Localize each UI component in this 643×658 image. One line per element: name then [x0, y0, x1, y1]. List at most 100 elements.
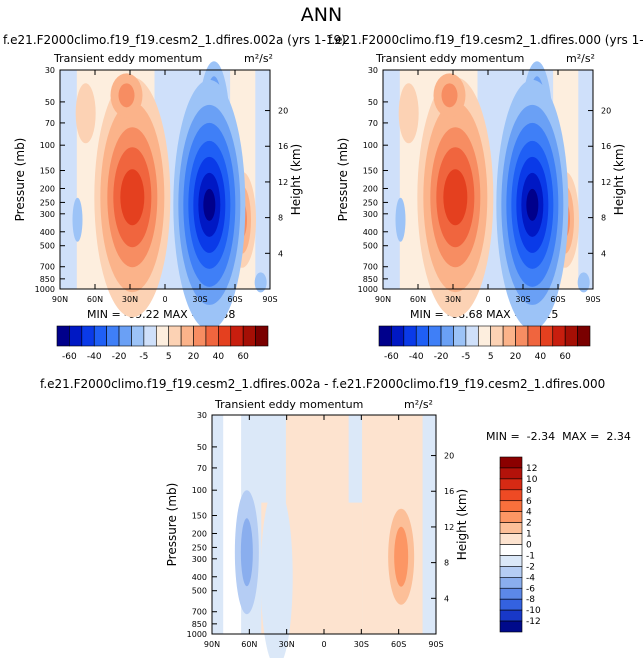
colorbar-top-left-swatch: [255, 325, 269, 347]
colorbar-top-left-swatch: [56, 325, 70, 347]
top-left-var-label: Transient eddy momentum: [54, 52, 203, 65]
bottom-ytick-label: 200: [192, 529, 207, 538]
top-left-contour-fill: [75, 83, 96, 144]
top-right-ytick-label: 100: [363, 141, 378, 150]
top-left-contour-fill: [60, 70, 77, 289]
bottom-ytick-label: 50: [197, 443, 207, 452]
colorbar-diff-label: 6: [526, 497, 532, 507]
colorbar-top-right-swatch: [378, 325, 392, 347]
top-right-contour-fill: [395, 197, 406, 242]
top-left-y2tick-label: 4: [278, 249, 283, 258]
colorbar-top-right-label: 5: [488, 352, 494, 362]
top-left-title: f.e21.F2000climo.f19_f19.cesm2_1.dfires.…: [3, 33, 346, 47]
top-right-ytick-label: 500: [363, 242, 378, 251]
top-right-xtick-label: 60N: [410, 295, 426, 304]
bottom-ylabel: Pressure (mb): [165, 483, 179, 567]
top-left-contour-fill: [254, 272, 267, 293]
colorbar-diff-swatch: [499, 500, 523, 512]
colorbar-top-right-swatch: [415, 325, 429, 347]
colorbar-top-right-swatch: [502, 325, 516, 347]
colorbar-top-left: -60 -40 -20 -5 5 20 40 60: [56, 325, 269, 362]
page-title: ANN: [300, 4, 343, 26]
colorbar-top-right-label: 40: [535, 352, 547, 362]
top-right-contour-fill: [443, 169, 468, 226]
top-left-ylabel: Pressure (mb): [13, 138, 27, 222]
top-right-ylabel: Pressure (mb): [336, 138, 350, 222]
top-left-contour-fill: [203, 188, 216, 221]
top-right-y2tick-label: 16: [601, 142, 611, 151]
colorbar-diff-swatch: [499, 478, 523, 491]
bottom-y2tick-label: 16: [444, 487, 454, 496]
top-left-xtick-label: 0: [162, 295, 167, 304]
colorbar-top-right-swatch: [552, 325, 566, 347]
colorbar-top-right-swatch: [577, 325, 591, 347]
top-right-contour-fill: [398, 83, 419, 144]
bottom-ytick-label: 850: [192, 620, 207, 629]
colorbar-top-left-label: 60: [237, 352, 249, 362]
top-right-contour-fill: [526, 188, 539, 221]
colorbar-diff-swatch: [499, 456, 523, 469]
colorbar-top-right-swatch: [564, 325, 578, 347]
top-left-ytick-label: 300: [40, 210, 55, 219]
colorbar-top-right-swatch: [453, 325, 467, 347]
top-left-ytick-label: 150: [40, 167, 55, 176]
colorbar-top-left-swatch: [193, 325, 207, 347]
bottom-ytick-label: 500: [192, 587, 207, 596]
colorbar-top-right-label: -5: [461, 352, 470, 362]
top-right-ytick-label: 400: [363, 228, 378, 237]
colorbar-diff-label: 4: [526, 508, 532, 518]
colorbar-top-right: -60 -40 -20 -5 5 20 40 60: [378, 325, 591, 362]
colorbar-top-left-label: -5: [139, 352, 148, 362]
bottom-xtick-label: 90S: [428, 640, 443, 649]
colorbar-top-left-label: -40: [87, 352, 102, 362]
colorbar-top-left-swatch: [205, 325, 219, 347]
top-right-ytick-label: 300: [363, 210, 378, 219]
top-left-contour-fill: [118, 83, 135, 108]
top-left-ytick-label: 400: [40, 228, 55, 237]
bottom-y2tick-label: 20: [444, 452, 454, 461]
top-right-y2tick-label: 4: [601, 249, 606, 258]
colorbar-diff-swatch: [499, 533, 523, 545]
colorbar-top-left-swatch: [118, 325, 132, 347]
colorbar-diff-label: 8: [526, 486, 532, 496]
top-left-ytick-label: 1000: [35, 285, 55, 294]
colorbar-diff-label: -4: [526, 573, 535, 583]
top-right-contour-fill: [383, 70, 400, 289]
bottom-units: m²/s²: [404, 398, 433, 411]
top-left-ytick-label: 70: [45, 119, 55, 128]
bottom-xtick-label: 60N: [241, 640, 257, 649]
colorbar-diff-label: 10: [526, 475, 538, 485]
colorbar-top-left-label: -20: [112, 352, 127, 362]
top-left-plot-area: [60, 61, 270, 330]
colorbar-top-right-label: 20: [510, 352, 522, 362]
top-left-contour-fill: [120, 169, 145, 226]
colorbar-diff-swatch: [499, 577, 523, 589]
top-right-plot-area: [383, 61, 593, 330]
bottom-contour-fill: [260, 486, 293, 658]
bottom-contour-fill: [394, 526, 409, 587]
colorbar-diff-swatch: [499, 489, 523, 502]
bottom-xtick-label: 0: [321, 640, 326, 649]
top-right-y2tick-label: 8: [601, 214, 606, 223]
top-right-xtick-label: 60S: [550, 295, 565, 304]
top-right-xtick-label: 90N: [375, 295, 391, 304]
top-left-y2tick-label: 8: [278, 214, 283, 223]
bottom-ytick-label: 150: [192, 512, 207, 521]
top-left-y2tick-label: 20: [278, 107, 288, 116]
colorbar-diff-label: -2: [526, 562, 535, 572]
colorbar-diff-label: 12: [526, 464, 537, 474]
bottom-xtick-label: 60S: [391, 640, 406, 649]
bottom-plot-area: [212, 415, 436, 658]
bottom-ytick-label: 30: [197, 411, 207, 420]
colorbar-diff-label: 0: [526, 541, 532, 551]
top-right-axes: 305070100150200250300400500700850100090N…: [336, 66, 626, 304]
top-left-contour-fill: [255, 70, 270, 289]
colorbar-top-left-label: 5: [166, 352, 172, 362]
top-left-ytick-label: 500: [40, 242, 55, 251]
top-right-ytick-label: 1000: [358, 285, 378, 294]
top-right-contour-fill: [578, 70, 593, 289]
bottom-xtick-label: 30N: [279, 640, 295, 649]
colorbar-top-right-label: -40: [409, 352, 424, 362]
